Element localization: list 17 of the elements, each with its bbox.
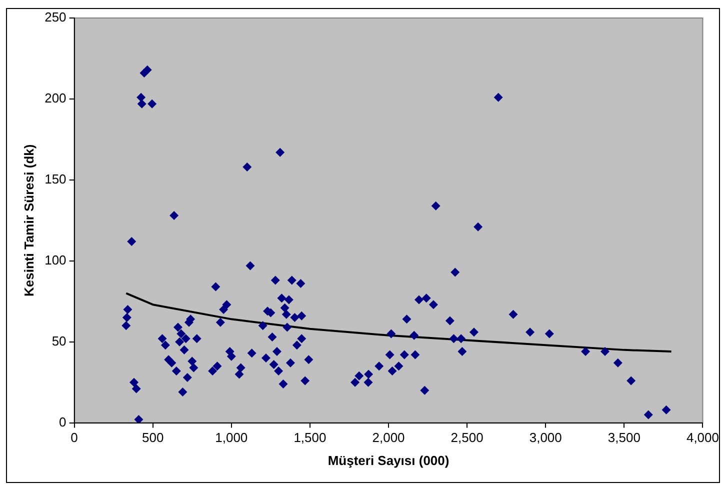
- y-tick-label: 0: [59, 414, 66, 430]
- x-tick-label: 500: [142, 430, 164, 446]
- x-tick-label: 0: [70, 430, 78, 446]
- x-tick-label: 2,000: [372, 430, 405, 446]
- y-tick-label: 250: [44, 10, 66, 25]
- x-tick-label: 1,500: [294, 430, 326, 446]
- y-axis-title: Kesinti Tamir Süresi (dk): [21, 144, 36, 296]
- x-tick-label: 3,500: [608, 430, 640, 446]
- x-tick-label: 1,000: [215, 430, 248, 446]
- x-tick-label: 4,000: [686, 430, 720, 446]
- x-tick-label: 2,500: [450, 430, 484, 446]
- y-tick-label: 150: [44, 172, 66, 186]
- y-tick-label: 50: [52, 333, 66, 348]
- x-axis-title: Müşteri Sayısı (000): [328, 452, 450, 468]
- y-tick-label: 200: [44, 90, 66, 106]
- y-tick-label: 100: [44, 252, 66, 268]
- x-tick-label: 3,000: [529, 430, 562, 446]
